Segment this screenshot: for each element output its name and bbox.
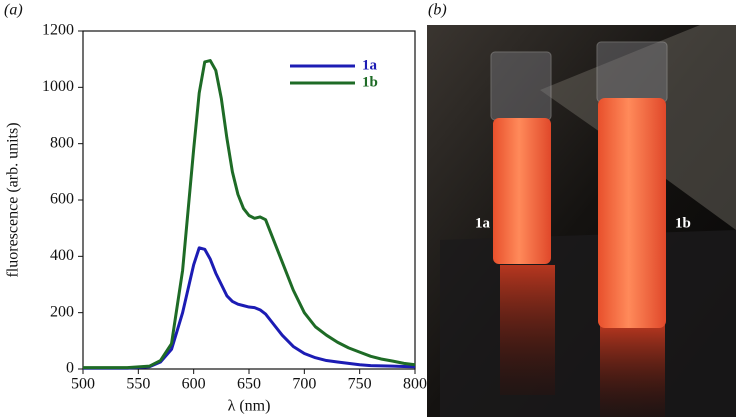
x-tick-label: 500: [71, 376, 95, 393]
legend-label: 1b: [362, 74, 378, 90]
y-tick-label: 0: [66, 360, 74, 377]
x-tick-label: 550: [126, 376, 150, 393]
reflection: [500, 265, 555, 395]
x-tick-label: 600: [182, 376, 206, 393]
vial-cap: [490, 51, 552, 121]
x-axis-label: λ (nm): [228, 398, 271, 415]
x-tick-label: 700: [292, 376, 316, 393]
vial-1b: [598, 98, 666, 328]
x-tick-label: 800: [403, 376, 427, 393]
y-tick-label: 600: [50, 191, 74, 208]
glass-plate: [440, 230, 736, 417]
vial-1a: [493, 118, 551, 264]
y-axis-label: fluorescence (arb. units): [5, 122, 22, 277]
panel-label: (b): [428, 2, 447, 19]
y-tick-label: 800: [50, 134, 74, 151]
vial-cap: [596, 41, 668, 103]
y-tick-label: 400: [50, 247, 74, 264]
x-tick-label: 650: [237, 376, 261, 393]
photo: 1a 1b: [427, 25, 736, 417]
legend-label: 1a: [362, 57, 378, 73]
reflection: [600, 325, 665, 417]
y-tick-label: 1000: [42, 78, 74, 95]
photo-label: 1a: [475, 215, 491, 231]
series-line: [83, 59, 416, 370]
photo-label: 1b: [675, 215, 691, 231]
panel-label: (a): [4, 2, 23, 19]
y-tick-label: 1200: [42, 22, 74, 39]
x-tick-label: 750: [348, 376, 372, 393]
y-tick-label: 200: [50, 303, 74, 320]
series-line: [83, 246, 416, 370]
